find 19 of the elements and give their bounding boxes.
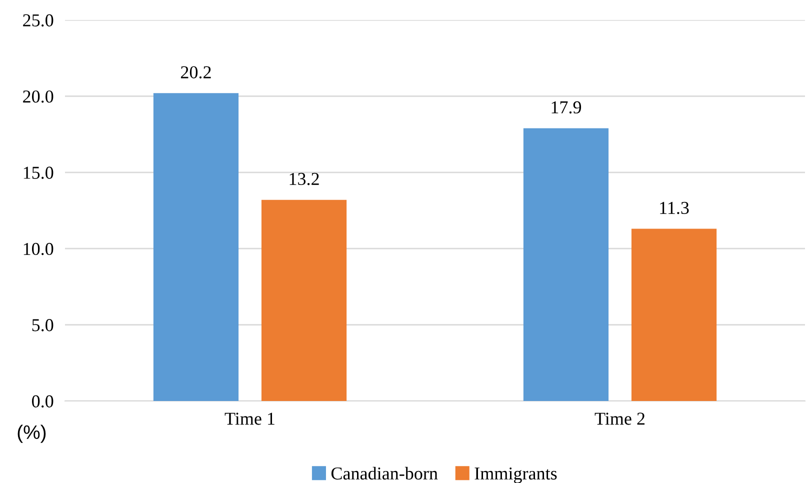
data-label: 20.2 <box>180 66 211 78</box>
y-tick-label: 5.0 <box>32 319 54 332</box>
y-tick-label: 15.0 <box>24 166 54 179</box>
legend-label: Canadian-born <box>331 466 438 480</box>
y-axis-title: (%) <box>18 424 46 443</box>
y-tick-label: 10.0 <box>24 242 54 256</box>
x-tick-label: Time 2 <box>594 412 645 425</box>
y-tick-label: 25.0 <box>23 14 54 27</box>
data-label: 17.9 <box>552 101 582 114</box>
bar <box>153 93 239 401</box>
data-label: 13.2 <box>290 172 319 186</box>
x-tick-label: Time 1 <box>224 412 274 425</box>
bar <box>261 200 347 401</box>
legend-label: Immigrants <box>474 467 557 483</box>
bar <box>631 228 717 401</box>
y-tick-label: 20.0 <box>23 90 54 103</box>
bar <box>523 128 609 401</box>
y-tick-label: 0.0 <box>32 395 54 408</box>
data-label: 11.3 <box>660 202 689 214</box>
